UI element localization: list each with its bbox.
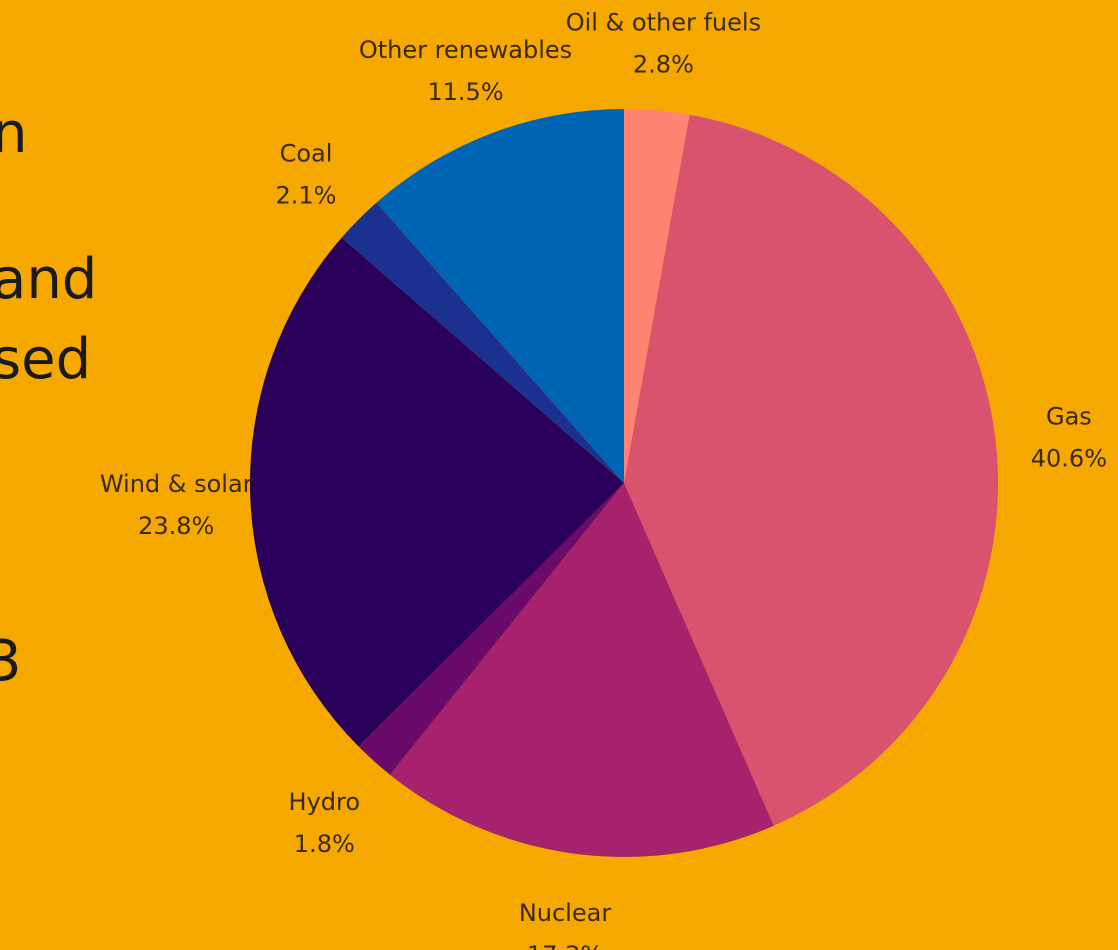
slice-label-gas: Gas	[1046, 402, 1092, 430]
slice-value-other-renewables: 11.5%	[427, 78, 503, 106]
slice-value-coal: 2.1%	[276, 182, 337, 210]
pie-slice-other-renewables	[376, 109, 624, 483]
side-text-line-3: sed	[0, 327, 92, 392]
pie-slice-wind-and-solar	[249, 237, 625, 747]
pie-slice-gas	[624, 114, 999, 826]
slice-value-gas: 40.6%	[1031, 444, 1107, 472]
slice-label-hydro: Hydro	[289, 788, 361, 816]
slice-value-hydro: 1.8%	[294, 830, 355, 858]
side-text-line-4: 3	[0, 629, 22, 694]
pie-slice-hydro	[358, 483, 624, 775]
slice-value-wind-and-solar: 23.8%	[138, 512, 214, 540]
slice-labels: Oil & other fuels 2.8% Gas 40.6% Nuclear 17.3…	[100, 9, 1107, 950]
slice-label-wind-and-solar: Wind & solar	[100, 470, 253, 498]
slice-label-nuclear: Nuclear	[519, 899, 612, 927]
pie-slices	[249, 109, 999, 857]
slice-value-oil-and-other-fuels: 2.8%	[633, 51, 694, 79]
slice-value-nuclear: 17.3%	[527, 941, 603, 950]
pie-slice-coal	[341, 202, 624, 483]
side-text-line-1: n	[0, 101, 28, 166]
side-text-line-2: and	[0, 247, 98, 312]
pie-slice-nuclear	[389, 483, 774, 857]
slice-label-oil-and-other-fuels: Oil & other fuels	[566, 9, 761, 37]
slice-label-coal: Coal	[280, 140, 333, 168]
slice-label-other-renewables: Other renewables	[359, 36, 572, 64]
pie-slice-oil-and-other-fuels	[624, 109, 690, 483]
